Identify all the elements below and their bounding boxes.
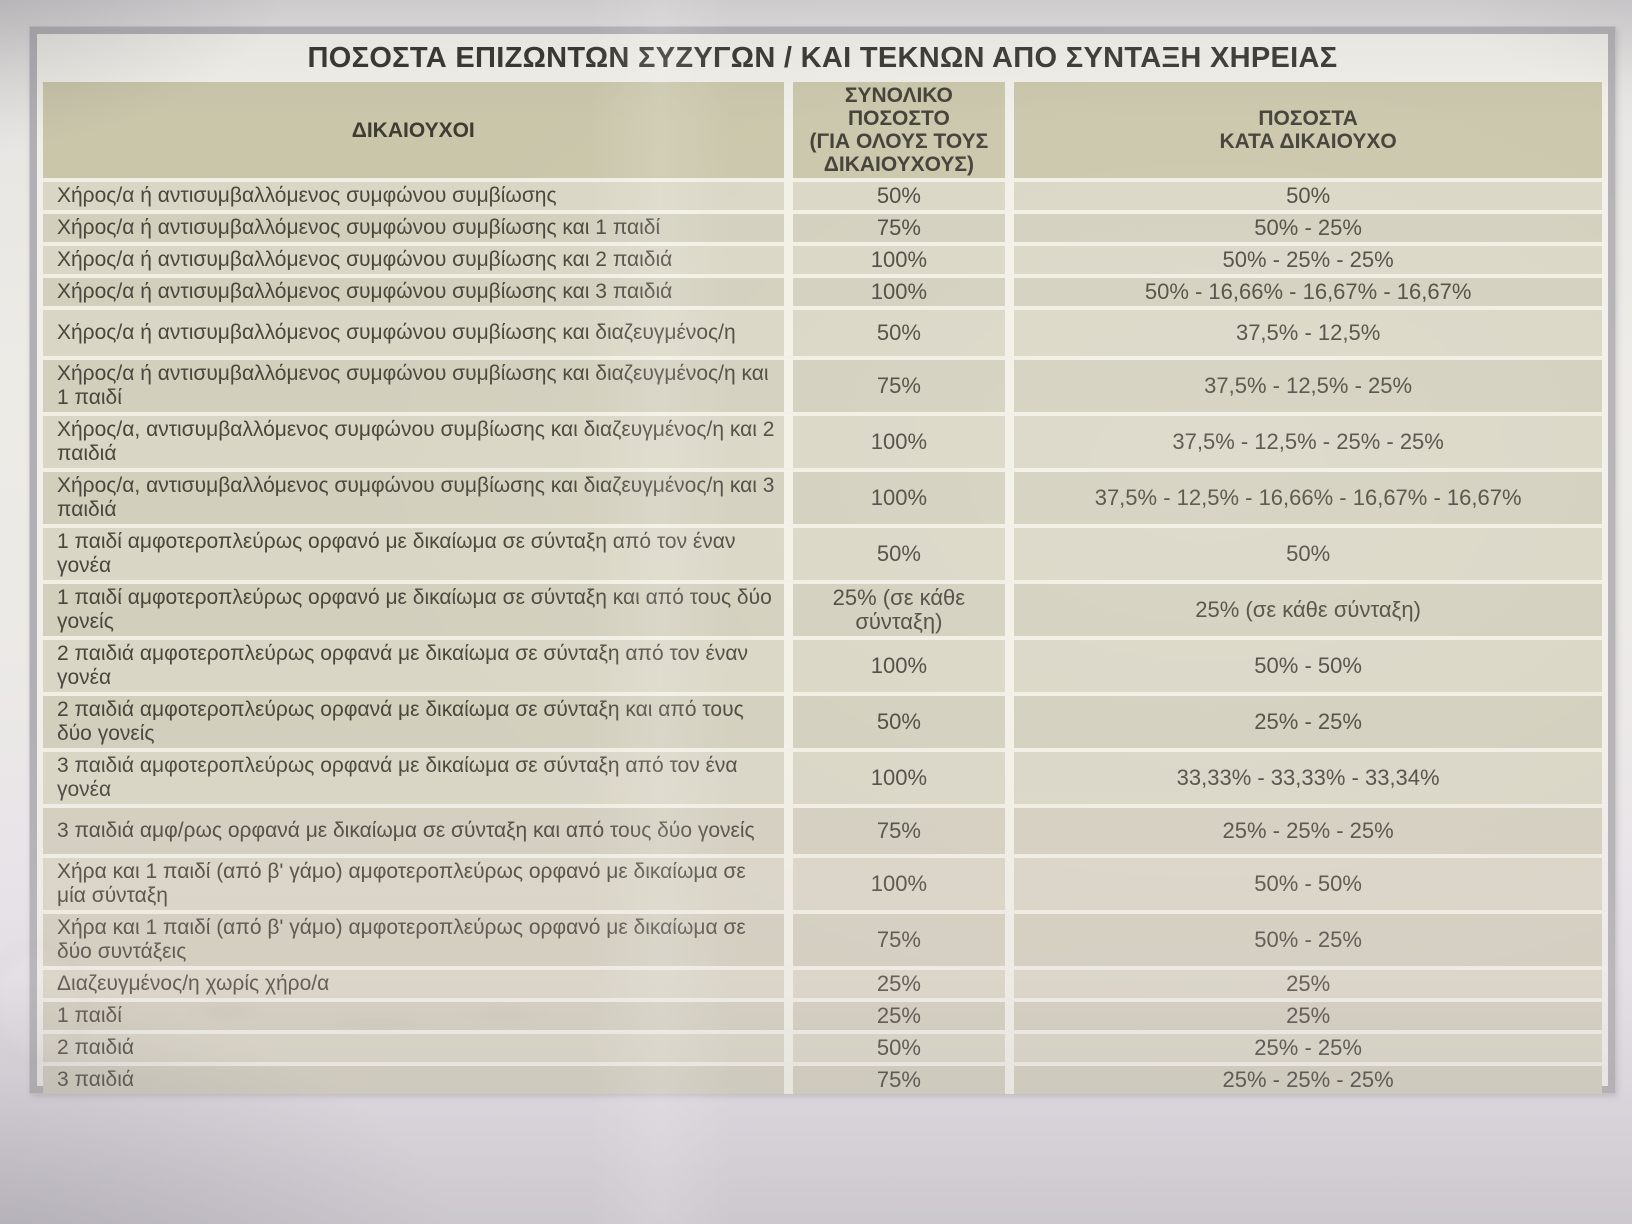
total-percentage-cell: 100% (783, 242, 1015, 274)
beneficiary-cell: Χήρος/α ή αντισυμβαλλόμενος συμφώνου συμ… (43, 242, 784, 274)
per-beneficiary-cell: 50% (1014, 524, 1602, 580)
table-row: 1 παιδί αμφοτεροπλεύρως ορφανό με δικαίω… (43, 524, 1602, 580)
per-beneficiary-cell: 37,5% - 12,5% - 25% - 25% (1014, 412, 1602, 468)
beneficiary-cell: Χήρος/α ή αντισυμβαλλόμενος συμφώνου συμ… (43, 306, 784, 356)
total-percentage-cell: 100% (783, 412, 1015, 468)
per-beneficiary-cell: 25% - 25% - 25% (1014, 804, 1602, 854)
beneficiary-cell: 2 παιδιά αμφοτεροπλεύρως ορφανά με δικαί… (43, 692, 784, 748)
table-row: 2 παιδιά 50% 25% - 25% (43, 1030, 1602, 1062)
table-row: Χήρα και 1 παιδί (από β' γάμο) αμφοτεροπ… (43, 910, 1602, 966)
total-percentage-cell: 25% (783, 998, 1015, 1030)
per-beneficiary-cell: 50% - 25% - 25% (1014, 242, 1602, 274)
per-beneficiary-cell: 25% (σε κάθε σύνταξη) (1014, 580, 1602, 636)
beneficiary-cell: Χήρα και 1 παιδί (από β' γάμο) αμφοτεροπ… (43, 910, 784, 966)
total-percentage-cell: 75% (783, 910, 1015, 966)
show-through-mark (0, 942, 88, 1064)
per-beneficiary-cell: 50% - 25% (1014, 210, 1602, 242)
column-header-beneficiaries: ΔΙΚΑΙΟΥΧΟΙ (43, 82, 784, 178)
table-row: Χήρος/α ή αντισυμβαλλόμενος συμφώνου συμ… (43, 210, 1602, 242)
beneficiary-cell: Χήρος/α, αντισυμβαλλόμενος συμφώνου συμβ… (43, 468, 784, 524)
table-row: 3 παιδιά 75% 25% - 25% - 25% (43, 1062, 1602, 1094)
per-beneficiary-cell: 50% - 25% (1014, 910, 1602, 966)
pension-table: ΔΙΚΑΙΟΥΧΟΙ ΣΥΝΟΛΙΚΟ ΠΟΣΟΣΤΟ (ΓΙΑ ΟΛΟΥΣ Τ… (43, 82, 1602, 1094)
per-beneficiary-cell: 25% (1014, 966, 1602, 998)
beneficiary-cell: Διαζευγμένος/η χωρίς χήρο/α (43, 966, 784, 998)
per-beneficiary-cell: 50% (1014, 178, 1602, 210)
per-beneficiary-cell: 37,5% - 12,5% - 16,66% - 16,67% - 16,67% (1014, 468, 1602, 524)
per-beneficiary-cell: 25% (1014, 998, 1602, 1030)
table-row: Χήρος/α ή αντισυμβαλλόμενος συμφώνου συμ… (43, 178, 1602, 210)
table-row: Χήρα και 1 παιδί (από β' γάμο) αμφοτεροπ… (43, 854, 1602, 910)
per-beneficiary-cell: 50% - 50% (1014, 636, 1602, 692)
total-percentage-cell: 50% (783, 178, 1015, 210)
total-percentage-cell: 100% (783, 468, 1015, 524)
table-row: 1 παιδί αμφοτεροπλεύρως ορφανό με δικαίω… (43, 580, 1602, 636)
document-table-frame: ΠΟΣΟΣΤΑ ΕΠΙΖΩΝΤΩΝ ΣΥΖΥΓΩΝ / ΚΑΙ ΤΕΚΝΩΝ Α… (30, 27, 1615, 1094)
beneficiary-cell: 2 παιδιά (43, 1030, 784, 1062)
table-row: 2 παιδιά αμφοτεροπλεύρως ορφανά με δικαί… (43, 692, 1602, 748)
table-row: Χήρος/α ή αντισυμβαλλόμενος συμφώνου συμ… (43, 274, 1602, 306)
beneficiary-cell: 3 παιδιά (43, 1062, 784, 1094)
table-row: Χήρος/α, αντισυμβαλλόμενος συμφώνου συμβ… (43, 468, 1602, 524)
per-beneficiary-cell: 37,5% - 12,5% (1014, 306, 1602, 356)
total-percentage-cell: 75% (783, 1062, 1015, 1094)
total-percentage-cell: 100% (783, 274, 1015, 306)
total-percentage-cell: 50% (783, 692, 1015, 748)
per-beneficiary-cell: 25% - 25% (1014, 692, 1602, 748)
total-percentage-cell: 100% (783, 636, 1015, 692)
table-row: Διαζευγμένος/η χωρίς χήρο/α 25% 25% (43, 966, 1602, 998)
per-beneficiary-cell: 33,33% - 33,33% - 33,34% (1014, 748, 1602, 804)
table-row: Χήρος/α ή αντισυμβαλλόμενος συμφώνου συμ… (43, 356, 1602, 412)
beneficiary-cell: Χήρος/α ή αντισυμβαλλόμενος συμφώνου συμ… (43, 274, 784, 306)
total-percentage-cell: 75% (783, 210, 1015, 242)
total-percentage-cell: 75% (783, 356, 1015, 412)
table-row: 2 παιδιά αμφοτεροπλεύρως ορφανά με δικαί… (43, 636, 1602, 692)
title-row: ΠΟΣΟΣΤΑ ΕΠΙΖΩΝΤΩΝ ΣΥΖΥΓΩΝ / ΚΑΙ ΤΕΚΝΩΝ Α… (43, 34, 1602, 82)
table-row: 3 παιδιά αμφ/ρως ορφανά με δικαίωμα σε σ… (43, 804, 1602, 854)
beneficiary-cell: 3 παιδιά αμφοτεροπλεύρως ορφανά με δικαί… (43, 748, 784, 804)
column-header-total-percentage: ΣΥΝΟΛΙΚΟ ΠΟΣΟΣΤΟ (ΓΙΑ ΟΛΟΥΣ ΤΟΥΣ ΔΙΚΑΙΟΥ… (783, 82, 1015, 178)
total-percentage-cell: 50% (783, 1030, 1015, 1062)
total-percentage-cell: 75% (783, 804, 1015, 854)
table-row: Χήρος/α, αντισυμβαλλόμενος συμφώνου συμβ… (43, 412, 1602, 468)
per-beneficiary-cell: 25% - 25% (1014, 1030, 1602, 1062)
beneficiary-cell: Χήρος/α ή αντισυμβαλλόμενος συμφώνου συμ… (43, 178, 784, 210)
table-row: Χήρος/α ή αντισυμβαλλόμενος συμφώνου συμ… (43, 242, 1602, 274)
beneficiary-cell: Χήρος/α, αντισυμβαλλόμενος συμφώνου συμβ… (43, 412, 784, 468)
per-beneficiary-cell: 25% - 25% - 25% (1014, 1062, 1602, 1094)
beneficiary-cell: 1 παιδί αμφοτεροπλεύρως ορφανό με δικαίω… (43, 580, 784, 636)
beneficiary-cell: 1 παιδί αμφοτεροπλεύρως ορφανό με δικαίω… (43, 524, 784, 580)
beneficiary-cell: 3 παιδιά αμφ/ρως ορφανά με δικαίωμα σε σ… (43, 804, 784, 854)
per-beneficiary-cell: 50% - 16,66% - 16,67% - 16,67% (1014, 274, 1602, 306)
header-row: ΔΙΚΑΙΟΥΧΟΙ ΣΥΝΟΛΙΚΟ ΠΟΣΟΣΤΟ (ΓΙΑ ΟΛΟΥΣ Τ… (43, 82, 1602, 178)
table-row: Χήρος/α ή αντισυμβαλλόμενος συμφώνου συμ… (43, 306, 1602, 356)
beneficiary-cell: Χήρα και 1 παιδί (από β' γάμο) αμφοτεροπ… (43, 854, 784, 910)
total-percentage-cell: 50% (783, 524, 1015, 580)
beneficiary-cell: Χήρος/α ή αντισυμβαλλόμενος συμφώνου συμ… (43, 356, 784, 412)
column-header-per-beneficiary: ΠΟΣΟΣΤΑ ΚΑΤΑ ΔΙΚΑΙΟΥΧΟ (1014, 82, 1602, 178)
total-percentage-cell: 100% (783, 854, 1015, 910)
table-row: 3 παιδιά αμφοτεροπλεύρως ορφανά με δικαί… (43, 748, 1602, 804)
page-title: ΠΟΣΟΣΤΑ ΕΠΙΖΩΝΤΩΝ ΣΥΖΥΓΩΝ / ΚΑΙ ΤΕΚΝΩΝ Α… (307, 41, 1338, 74)
beneficiary-cell: 2 παιδιά αμφοτεροπλεύρως ορφανά με δικαί… (43, 636, 784, 692)
show-through-mark (140, 992, 570, 1044)
total-percentage-cell: 25% (783, 966, 1015, 998)
total-percentage-cell: 50% (783, 306, 1015, 356)
total-percentage-cell: 100% (783, 748, 1015, 804)
per-beneficiary-cell: 37,5% - 12,5% - 25% (1014, 356, 1602, 412)
per-beneficiary-cell: 50% - 50% (1014, 854, 1602, 910)
beneficiary-cell: Χήρος/α ή αντισυμβαλλόμενος συμφώνου συμ… (43, 210, 784, 242)
total-percentage-cell: 25% (σε κάθε σύνταξη) (783, 580, 1015, 636)
